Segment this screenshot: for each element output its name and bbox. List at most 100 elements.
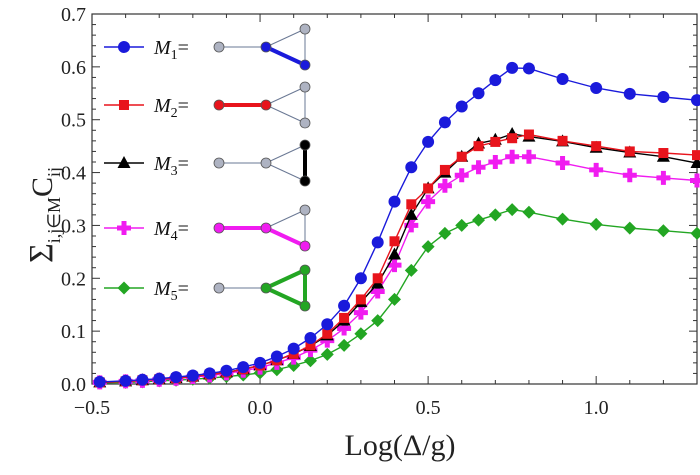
y-tick-label: 0.4: [61, 163, 86, 185]
data-point-M1: [287, 342, 300, 355]
motif-edge: [265, 104, 306, 124]
data-point-M5: [522, 205, 536, 219]
legend-item-M1: M1=: [104, 23, 311, 71]
data-point-M5: [320, 347, 334, 361]
y-axis-title-main: C: [26, 177, 59, 197]
data-point-M4: [656, 170, 671, 185]
data-point-M4: [521, 149, 536, 164]
data-point-M4: [320, 333, 335, 348]
data-point-M5: [388, 292, 401, 306]
data-point-M1: [254, 356, 267, 369]
data-point-M2: [456, 151, 467, 162]
plot-frame: −0.5 0.0 0.5 1.00.00.10.20.30.40.50.60.7: [61, 4, 698, 419]
data-point-M5: [354, 327, 368, 341]
legend-item-M2: M2=: [104, 81, 311, 129]
motif-graph: [213, 139, 311, 187]
series-line-M4: [99, 156, 698, 384]
data-point-M5: [690, 226, 700, 240]
legend-label: M3=: [153, 153, 189, 179]
data-point-M4: [690, 173, 700, 188]
data-point-M1: [338, 299, 351, 312]
series-M1: [93, 61, 700, 388]
motif-node: [299, 81, 311, 93]
data-point-M3: [388, 247, 401, 260]
y-tick-label: 0.6: [61, 57, 86, 79]
y-axis-title-main-sub: ij: [44, 167, 64, 177]
data-point-M2: [339, 312, 350, 323]
data-point-M1: [506, 61, 519, 74]
data-point-M1: [119, 374, 132, 387]
motif-graph: [213, 23, 311, 71]
y-tick-label: 0.1: [61, 321, 86, 343]
motif-node: [213, 99, 225, 111]
motif-node: [299, 59, 311, 71]
data-point-M1: [422, 135, 435, 148]
y-tick-label: 0.0: [61, 374, 86, 396]
data-point-M3: [404, 207, 418, 220]
motif-node: [299, 175, 311, 187]
data-point-M5: [303, 354, 317, 368]
data-point-M1: [237, 361, 250, 374]
data-point-M4: [471, 160, 486, 175]
x-axis-title: Log(Δ/g): [345, 429, 456, 462]
motif-node: [260, 99, 272, 111]
motif-node: [299, 139, 311, 151]
svg-text:Σi,j∈MCij: Σi,j∈MCij: [23, 167, 64, 263]
data-point-M1: [405, 161, 418, 174]
data-point-M1: [220, 364, 233, 377]
data-point-M4: [370, 284, 385, 299]
y-tick-label: 0.2: [61, 268, 86, 290]
legend-marker: [117, 156, 131, 168]
data-point-M2: [305, 340, 316, 351]
legend-label: M4=: [153, 218, 189, 244]
data-point-M2: [557, 135, 568, 146]
data-point-M5: [472, 213, 486, 227]
motif-node: [260, 157, 272, 169]
legend-marker: [118, 41, 130, 53]
data-point-M1: [388, 195, 401, 208]
data-point-M1: [590, 82, 603, 94]
data-point-M5: [623, 221, 637, 235]
motif-edge: [265, 144, 306, 164]
legend-item-M4: M4=: [104, 204, 311, 252]
data-point-M2: [439, 164, 450, 175]
data-point-M2: [490, 136, 501, 147]
motif-node: [213, 282, 225, 294]
x-tick-label: 0.5: [416, 397, 441, 419]
motif-graph: [213, 81, 311, 129]
motif-node: [299, 300, 311, 312]
legend-marker: [117, 221, 131, 235]
data-point-M5: [371, 314, 385, 328]
data-point-M1: [657, 90, 670, 103]
data-point-M1: [522, 62, 535, 75]
data-point-M2: [355, 294, 366, 305]
motif-node: [213, 222, 225, 234]
data-point-M1: [371, 236, 384, 249]
legend-label: M1=: [153, 37, 189, 63]
motif-node: [260, 282, 272, 294]
motif-graph: [213, 264, 311, 312]
legend-item-M5: M5=: [104, 264, 311, 312]
data-point-M2: [372, 273, 383, 284]
data-point-M1: [489, 74, 502, 87]
data-point-M4: [387, 258, 402, 273]
data-point-M5: [337, 338, 351, 352]
data-point-M1: [455, 100, 468, 113]
data-point-M4: [421, 194, 436, 209]
y-axis-title-sigma: Σ: [23, 243, 60, 263]
data-point-M5: [287, 359, 301, 372]
data-point-M1: [270, 350, 283, 363]
motif-edge: [265, 286, 306, 308]
legend: M1= M2= M3= M4= M5=: [104, 23, 311, 312]
data-point-M4: [589, 162, 604, 177]
motif-node: [260, 222, 272, 234]
legend-label: M5=: [153, 278, 189, 304]
data-point-M5: [488, 208, 502, 222]
data-point-M1: [691, 94, 700, 107]
data-point-M1: [136, 373, 149, 386]
motif-node: [299, 117, 311, 129]
data-point-M4: [622, 168, 637, 183]
data-point-M1: [321, 318, 334, 331]
data-point-M5: [421, 240, 435, 254]
